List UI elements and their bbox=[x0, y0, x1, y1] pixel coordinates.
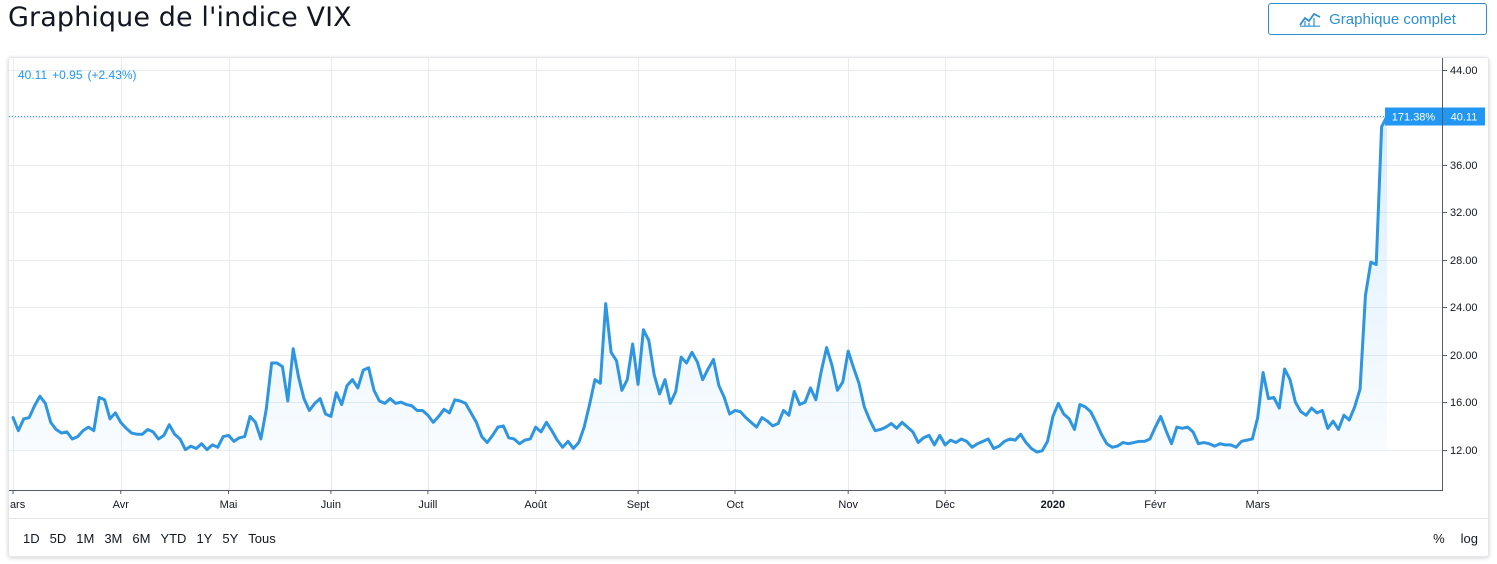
log-scale-toggle[interactable]: log bbox=[1460, 531, 1478, 546]
range-button-all[interactable]: Tous bbox=[248, 531, 276, 546]
full-chart-label: Graphique complet bbox=[1329, 10, 1456, 28]
y-tick-label: 20.00 bbox=[1450, 350, 1478, 362]
y-tick-label: 12.00 bbox=[1450, 445, 1478, 457]
series-area bbox=[13, 116, 1387, 453]
series-line bbox=[11, 114, 1389, 454]
x-tick-label: Juill bbox=[418, 499, 437, 511]
range-button-5d[interactable]: 5D bbox=[49, 531, 67, 546]
x-tick-label: Mars bbox=[9, 499, 26, 511]
page-title: Graphique de l'indice VIX bbox=[8, 2, 352, 33]
last-value-pct-badge bbox=[1385, 107, 1442, 126]
x-tick-label: Sept bbox=[627, 499, 650, 511]
y-tick-label: 44.00 bbox=[1450, 65, 1478, 77]
x-tick-label: 2020 bbox=[1041, 499, 1065, 511]
percent-scale-toggle[interactable]: % bbox=[1433, 531, 1445, 546]
x-tick-label: Avr bbox=[113, 499, 130, 511]
chart-card: 12.0016.0020.0024.0028.0032.0036.0040.00… bbox=[8, 57, 1489, 557]
x-tick-label: Août bbox=[524, 499, 547, 511]
x-tick-label: Oct bbox=[726, 499, 743, 511]
legend-last-value: 40.11 bbox=[18, 68, 48, 82]
y-tick-label: 36.00 bbox=[1450, 160, 1478, 172]
x-tick-label: Nov bbox=[838, 499, 858, 511]
range-button-ytd[interactable]: YTD bbox=[160, 531, 187, 546]
y-tick-label: 16.00 bbox=[1450, 397, 1478, 409]
last-value-label: 40.11 bbox=[1451, 112, 1478, 124]
x-tick-label: Févr bbox=[1144, 499, 1166, 511]
range-button-6m[interactable]: 6M bbox=[132, 531, 151, 546]
legend-change-pct: (+2.43%) bbox=[87, 68, 137, 82]
range-button-1m[interactable]: 1M bbox=[76, 531, 95, 546]
range-button-5y[interactable]: 5Y bbox=[222, 531, 239, 546]
price-legend: 40.11 +0.95 (+2.43%) bbox=[18, 68, 142, 82]
last-value-badge bbox=[1443, 107, 1485, 126]
range-selector: 1D 5D 1M 3M 6M YTD 1Y 5Y Tous bbox=[19, 530, 280, 548]
x-tick-label: Déc bbox=[935, 499, 955, 511]
y-tick-label: 28.00 bbox=[1450, 255, 1478, 267]
legend-change: +0.95 bbox=[52, 68, 83, 82]
x-tick-label: Mai bbox=[220, 499, 238, 511]
scale-toggles: % log bbox=[1433, 530, 1478, 548]
full-chart-button[interactable]: Graphique complet bbox=[1268, 3, 1487, 35]
last-value-pct-label: 171.38% bbox=[1392, 112, 1436, 124]
x-tick-label: Juin bbox=[321, 499, 341, 511]
x-tick-label: Mars bbox=[1245, 499, 1270, 511]
y-tick-label: 24.00 bbox=[1450, 302, 1478, 314]
range-button-1y[interactable]: 1Y bbox=[196, 531, 213, 546]
chart-plot[interactable]: 12.0016.0020.0024.0028.0032.0036.0040.00… bbox=[9, 58, 1489, 557]
y-tick-label: 32.00 bbox=[1450, 207, 1478, 219]
chart-lines-icon bbox=[1299, 12, 1321, 27]
range-button-3m[interactable]: 3M bbox=[104, 531, 123, 546]
range-button-1d[interactable]: 1D bbox=[23, 531, 40, 546]
